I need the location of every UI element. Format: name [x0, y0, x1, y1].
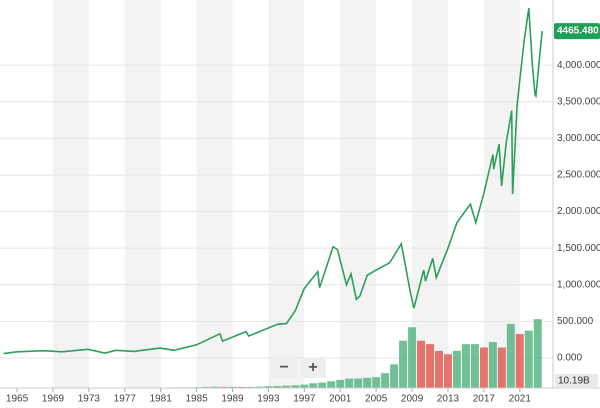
- volume-bar: [345, 378, 354, 388]
- x-tick-label: 1965: [6, 394, 29, 405]
- volume-bar: [264, 386, 273, 388]
- volume-bar: [515, 334, 524, 388]
- y-tick-label: 2,000.000: [557, 206, 600, 217]
- volume-bar: [434, 350, 443, 388]
- x-tick-label: 2017: [473, 394, 496, 405]
- zoom-button-label: +: [308, 359, 317, 376]
- background-band: [124, 0, 161, 388]
- volume-bar: [354, 378, 363, 388]
- volume-bar: [408, 327, 417, 388]
- volume-bar: [381, 373, 390, 388]
- volume-bar: [318, 382, 327, 388]
- x-tick-label: 2021: [509, 394, 532, 405]
- zoom-button-bg: [271, 358, 297, 378]
- volume-bar: [372, 377, 381, 388]
- volume-bar: [533, 319, 542, 388]
- x-tick-label: 1973: [78, 394, 101, 405]
- background-band: [268, 0, 305, 388]
- volume-bar: [237, 386, 246, 388]
- y-tick-label: 3,000.000: [557, 133, 600, 144]
- volume-bar: [273, 386, 282, 388]
- volume-bar: [291, 385, 300, 388]
- volume-bar: [497, 347, 506, 388]
- volume-bar: [282, 385, 291, 388]
- x-tick-label: 2001: [329, 394, 352, 405]
- volume-bar: [426, 344, 435, 388]
- background-band: [412, 0, 448, 388]
- price-line: [3, 7, 543, 355]
- volume-bar: [524, 330, 533, 388]
- volume-bar: [417, 340, 426, 388]
- volume-bar: [479, 347, 488, 388]
- x-tick-label: 1989: [221, 394, 244, 405]
- last-price-tag: [554, 23, 600, 40]
- zoom-button-bg: [300, 358, 326, 378]
- volume-bar: [390, 364, 399, 388]
- y-tick-label: 3,500.000: [557, 96, 600, 107]
- x-tick-label: 2013: [437, 394, 460, 405]
- y-tick-label: 4,000.000: [557, 60, 600, 71]
- y-tick-label: 1,000.000: [557, 279, 600, 290]
- volume-bar: [219, 386, 228, 388]
- volume-bar: [210, 386, 219, 388]
- x-tick-label: 1977: [114, 394, 137, 405]
- background-band: [340, 0, 377, 388]
- x-tick-label: 2005: [365, 394, 388, 405]
- y-tick-label: 2,500.000: [557, 170, 600, 181]
- last-volume-label: 10.19B: [558, 376, 590, 387]
- volume-bar: [228, 386, 237, 388]
- volume-bar: [255, 386, 264, 388]
- volume-bar: [443, 354, 452, 388]
- y-tick-label: 0.000: [557, 353, 582, 364]
- x-tick-label: 2009: [401, 394, 424, 405]
- volume-bar: [246, 386, 255, 388]
- volume-bar: [300, 384, 309, 388]
- x-tick-label: 1993: [257, 394, 280, 405]
- volume-bar: [327, 381, 336, 388]
- volume-bar: [452, 350, 461, 388]
- volume-bar: [506, 323, 515, 388]
- volume-bar: [470, 344, 479, 388]
- last-price-label: 4465.480: [557, 26, 599, 37]
- volume-bar: [363, 377, 372, 388]
- zoom-button[interactable]: +: [300, 358, 326, 378]
- x-tick-label: 1985: [185, 394, 208, 405]
- background-band: [196, 0, 233, 388]
- volume-bar: [336, 379, 345, 388]
- x-tick-label: 1969: [42, 394, 65, 405]
- x-tick-label: 1997: [293, 394, 316, 405]
- y-tick-label: 1,500.000: [557, 243, 600, 254]
- last-volume-tag: [555, 374, 598, 388]
- volume-bar: [488, 342, 497, 388]
- volume-bar: [309, 383, 318, 388]
- zoom-button-label: −: [279, 359, 288, 376]
- background-band: [52, 0, 89, 388]
- y-tick-label: 500.000: [557, 316, 594, 327]
- zoom-button[interactable]: −: [271, 358, 297, 378]
- volume-bar: [461, 344, 470, 388]
- x-tick-label: 1981: [150, 394, 173, 405]
- volume-bar: [201, 386, 210, 388]
- volume-bar: [399, 340, 408, 388]
